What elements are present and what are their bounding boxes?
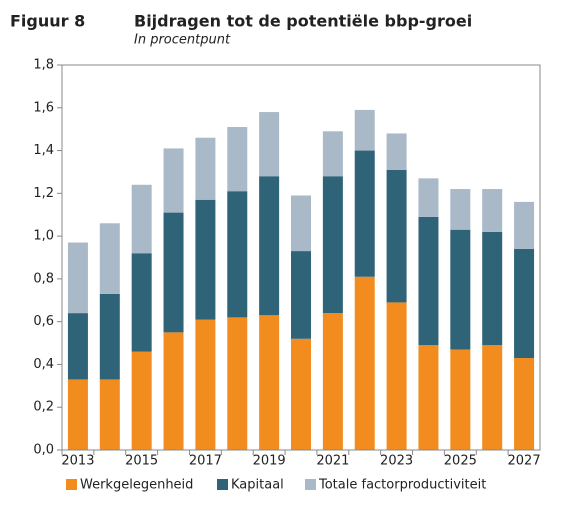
bar-segment — [131, 351, 152, 450]
bar-segment — [514, 358, 535, 450]
x-tick-label: 2013 — [61, 454, 94, 469]
y-tick-label: 1,0 — [33, 229, 54, 244]
bar-segment — [163, 148, 184, 213]
chart-title: Bijdragen tot de potentiële bbp-groei — [134, 12, 472, 31]
bar-segment — [259, 315, 280, 450]
bar-segment — [322, 131, 343, 177]
bar-segment — [450, 189, 471, 230]
y-tick-label: 1,2 — [33, 186, 54, 201]
bar-segment — [482, 189, 503, 232]
bar-segment — [354, 276, 375, 450]
y-tick-label: 0,4 — [33, 357, 54, 372]
bar-segment — [67, 379, 88, 450]
x-tick-label: 2019 — [253, 454, 286, 469]
bar-segment — [482, 345, 503, 450]
bar-segment — [67, 242, 88, 314]
bar-segment — [163, 332, 184, 450]
bar-segment — [99, 293, 120, 380]
legend-label: Totale factorproductiviteit — [318, 478, 486, 493]
legend-swatch — [217, 479, 228, 490]
bar-segment — [195, 137, 216, 200]
y-tick-label: 1,4 — [33, 143, 54, 158]
chart-subtitle: In procentpunt — [134, 33, 231, 48]
legend-label: Werkgelegenheid — [80, 478, 193, 493]
y-tick-label: 0,2 — [33, 400, 54, 415]
bar-segment — [227, 127, 248, 192]
y-tick-label: 0,0 — [33, 443, 54, 458]
bar-segment — [322, 176, 343, 314]
bar-segment — [195, 319, 216, 450]
bar-segment — [227, 191, 248, 318]
y-tick-label: 0,6 — [33, 314, 54, 329]
bar-segment — [291, 338, 311, 450]
bar-segment — [291, 251, 311, 339]
x-tick-label: 2017 — [189, 454, 222, 469]
legend-swatch — [305, 479, 316, 490]
bar-segment — [227, 317, 248, 450]
y-tick-label: 0,8 — [33, 271, 54, 286]
bar-segment — [418, 216, 439, 346]
bar-segment — [450, 349, 471, 450]
x-tick-label: 2025 — [444, 454, 477, 469]
bar-segment — [67, 313, 88, 380]
y-tick-label: 1,8 — [33, 58, 54, 73]
bar-segment — [354, 150, 375, 277]
bar-segment — [99, 223, 120, 294]
y-tick-label: 1,6 — [33, 100, 54, 115]
bar-segment — [322, 313, 343, 450]
x-tick-label: 2027 — [508, 454, 541, 469]
legend-swatch — [66, 479, 77, 490]
x-tick-label: 2021 — [316, 454, 349, 469]
legend-label: Kapitaal — [231, 478, 284, 493]
bar-segment — [163, 212, 184, 333]
bar-segment — [131, 253, 152, 352]
bar-segment — [418, 345, 439, 450]
x-tick-label: 2023 — [380, 454, 413, 469]
figure-label: Figuur 8 — [10, 12, 85, 31]
bar-segment — [514, 201, 535, 249]
bar-segment — [450, 229, 471, 350]
bar-segment — [386, 169, 407, 303]
plot-frame — [61, 64, 541, 451]
bar-segment — [195, 199, 216, 320]
bar-segment — [482, 231, 503, 346]
bar-segment — [259, 112, 280, 177]
x-tick-label: 2015 — [125, 454, 158, 469]
bar-segment — [514, 248, 535, 359]
bar-segment — [354, 109, 375, 151]
bar-segment — [131, 184, 152, 254]
bar-segment — [291, 195, 311, 252]
bar-segment — [386, 302, 407, 450]
bar-segment — [259, 176, 280, 316]
bar-segment — [386, 133, 407, 170]
bar-segment — [99, 379, 120, 450]
bar-segment — [418, 178, 439, 217]
